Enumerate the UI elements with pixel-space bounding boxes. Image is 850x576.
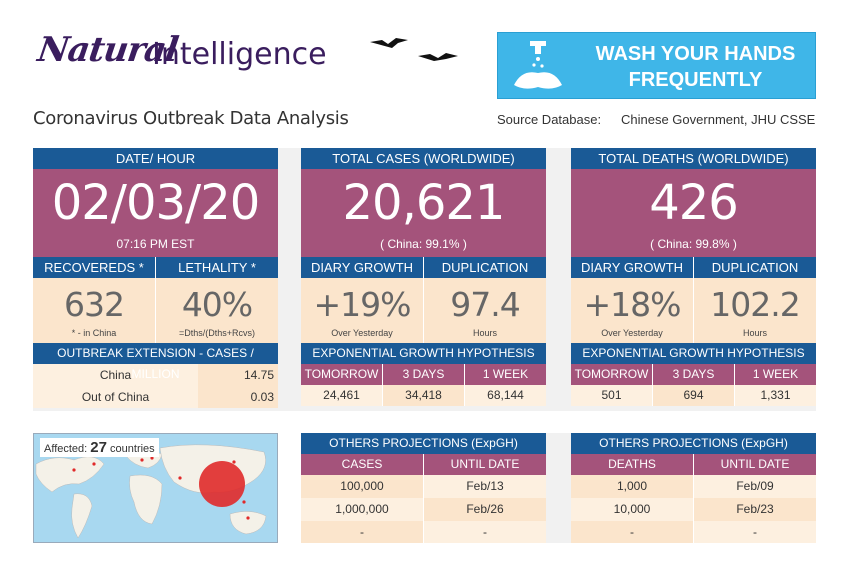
table-row: 100,000 Feb/13 xyxy=(301,475,546,498)
date-header: DATE/ HOUR xyxy=(33,148,278,169)
proj-date: - xyxy=(423,521,546,543)
cases-proj-header: OTHERS PROJECTIONS (ExpGH) xyxy=(301,433,546,454)
extension-header: OUTBREAK EXTENSION - CASES / MILLION xyxy=(33,343,278,381)
proj-value: 100,000 xyxy=(301,475,423,498)
cases-duplication-value: 97.4 xyxy=(450,285,520,324)
lethality-value: 40% xyxy=(181,285,253,324)
logo-word: Intelligence xyxy=(152,37,327,72)
cases-china-share: ( China: 99.1% ) xyxy=(380,237,467,251)
exp-col-3days: 3 DAYS xyxy=(382,364,464,385)
deaths-china-share: ( China: 99.8% ) xyxy=(650,237,737,251)
deaths-growth-note: Over Yesterday xyxy=(601,328,663,338)
date-value: 02/03/20 xyxy=(51,175,261,231)
proj-date: Feb/09 xyxy=(693,475,816,498)
deaths-exp-header: EXPONENTIAL GROWTH HYPOTHESIS xyxy=(571,343,816,364)
table-row: - - xyxy=(571,521,816,543)
cases-header: TOTAL CASES (WORLDWIDE) xyxy=(301,148,546,169)
cases-box: 20,621 ( China: 99.1% ) xyxy=(301,169,546,257)
proj-col-deaths: DEATHS xyxy=(571,454,693,475)
cases-growth-header: DIARY GROWTH xyxy=(301,257,423,278)
wash-hands-banner: WASH YOUR HANDS FREQUENTLY xyxy=(497,32,816,99)
exp-val-tomorrow: 24,461 xyxy=(301,385,382,406)
ext-label: Out of China xyxy=(33,386,198,408)
page-subtitle: Coronavirus Outbreak Data Analysis xyxy=(33,108,349,129)
affected-suffix: countries xyxy=(110,443,155,455)
proj-date: - xyxy=(693,521,816,543)
proj-value: 1,000 xyxy=(571,475,693,498)
table-row: 1,000,000 Feb/26 xyxy=(301,498,546,521)
proj-date: Feb/26 xyxy=(423,498,546,521)
exp-col-tomorrow: TOMORROW xyxy=(301,364,382,385)
recovered-header: RECOVEREDS * xyxy=(33,257,155,278)
deaths-duplication-value: 102.2 xyxy=(710,285,800,324)
lethality-header: LETHALITY * xyxy=(155,257,278,278)
exp-val-tomorrow: 501 xyxy=(571,385,652,406)
source-label: Source Database: xyxy=(497,112,602,127)
affected-count: 27 xyxy=(90,439,107,456)
date-box: 02/03/20 07:16 PM EST xyxy=(33,169,278,257)
exp-val-1week: 68,144 xyxy=(464,385,546,406)
deaths-panel: TOTAL DEATHS (WORLDWIDE) 426 ( China: 99… xyxy=(571,148,816,406)
time-value: 07:16 PM EST xyxy=(116,237,195,251)
proj-col-date: UNTIL DATE xyxy=(693,454,816,475)
banner-line-1: WASH YOUR HANDS xyxy=(595,43,796,65)
table-row: China 14.75 xyxy=(33,364,278,386)
cases-duplication-header: DUPLICATION xyxy=(423,257,546,278)
deaths-box: 426 ( China: 99.8% ) xyxy=(571,169,816,257)
proj-col-date: UNTIL DATE xyxy=(423,454,546,475)
cases-growth-note: Over Yesterday xyxy=(331,328,393,338)
exp-val-3days: 34,418 xyxy=(382,385,464,406)
deaths-header: TOTAL DEATHS (WORLDWIDE) xyxy=(571,148,816,169)
deaths-projection-panel: OTHERS PROJECTIONS (ExpGH) DEATHS UNTIL … xyxy=(571,433,816,543)
deaths-proj-header: OTHERS PROJECTIONS (ExpGH) xyxy=(571,433,816,454)
exp-col-1week: 1 WEEK xyxy=(734,364,816,385)
proj-value: 10,000 xyxy=(571,498,693,521)
cases-projection-panel: OTHERS PROJECTIONS (ExpGH) CASES UNTIL D… xyxy=(301,433,546,543)
table-row: 1,000 Feb/09 xyxy=(571,475,816,498)
source-value: Chinese Government, JHU CSSE xyxy=(621,112,816,127)
recovered-note: * - in China xyxy=(71,328,117,338)
proj-date: Feb/13 xyxy=(423,475,546,498)
exp-val-1week: 1,331 xyxy=(734,385,816,406)
deaths-growth-value: +18% xyxy=(583,285,682,324)
proj-value: - xyxy=(571,521,693,543)
cases-panel: TOTAL CASES (WORLDWIDE) 20,621 ( China: … xyxy=(301,148,546,406)
ext-value: 14.75 xyxy=(198,364,278,386)
ext-label: China xyxy=(99,368,132,382)
proj-value: 1,000,000 xyxy=(301,498,423,521)
date-panel: DATE/ HOUR 02/03/20 07:16 PM EST RECOVER… xyxy=(33,148,278,408)
cases-growth-value: +19% xyxy=(313,285,412,324)
proj-date: Feb/23 xyxy=(693,498,816,521)
deaths-duplication-note: Hours xyxy=(742,328,767,338)
cases-exp-header: EXPONENTIAL GROWTH HYPOTHESIS xyxy=(301,343,546,364)
map-affected-label: Affected: 27 countries xyxy=(40,438,159,457)
world-map[interactable]: Affected: 27 countries xyxy=(33,433,278,543)
deaths-growth-header: DIARY GROWTH xyxy=(571,257,693,278)
deaths-duplication-header: DUPLICATION xyxy=(693,257,816,278)
exp-val-3days: 694 xyxy=(652,385,734,406)
table-row: - - xyxy=(301,521,546,543)
ext-value: 0.03 xyxy=(198,386,278,408)
exp-col-3days: 3 DAYS xyxy=(652,364,734,385)
affected-text: Affected: xyxy=(44,443,88,455)
hand-washing-icon xyxy=(514,41,562,89)
proj-col-cases: CASES xyxy=(301,454,423,475)
proj-value: - xyxy=(301,521,423,543)
table-row: Out of China 0.03 xyxy=(33,386,278,408)
table-row: 10,000 Feb/23 xyxy=(571,498,816,521)
lethality-note: =Dths/(Dths+Rcvs) xyxy=(178,328,256,338)
exp-col-1week: 1 WEEK xyxy=(464,364,546,385)
banner-line-2: FREQUENTLY xyxy=(628,69,763,91)
cases-total: 20,621 xyxy=(342,175,506,231)
recovered-value: 632 xyxy=(64,285,125,324)
deaths-total: 426 xyxy=(649,175,739,231)
cases-duplication-note: Hours xyxy=(472,328,497,338)
exp-col-tomorrow: TOMORROW xyxy=(571,364,652,385)
birds-icon xyxy=(370,38,458,61)
